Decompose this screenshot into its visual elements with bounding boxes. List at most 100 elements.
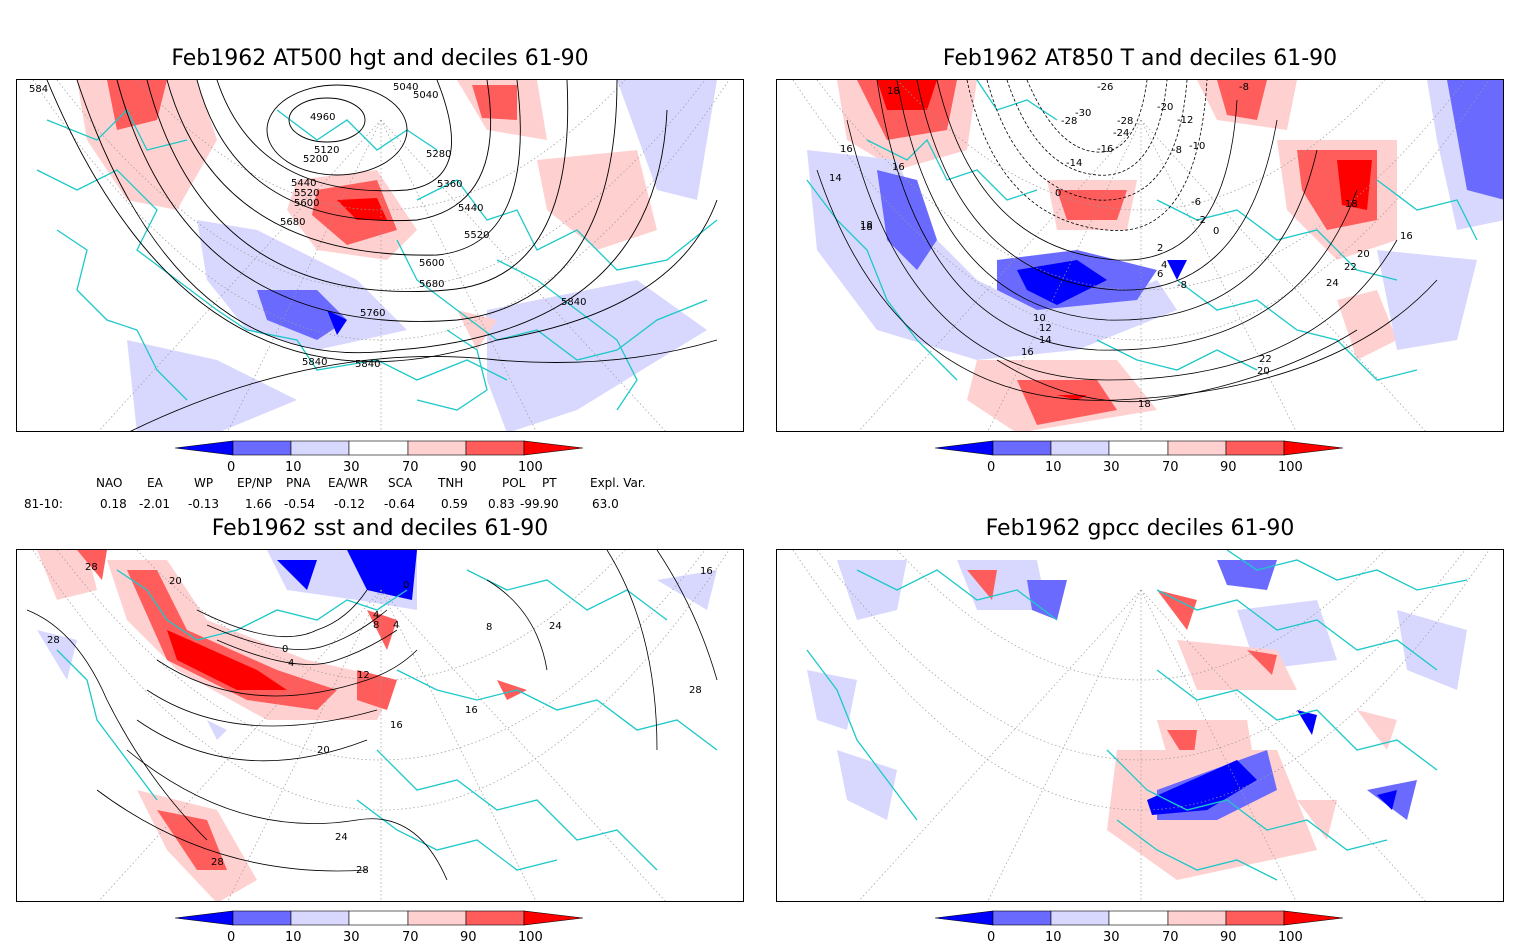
contour-label: 24: [335, 832, 348, 843]
index-header-sca: SCA: [388, 476, 413, 490]
contour-label: 584: [29, 84, 48, 95]
colorbar-tick-label: 70: [402, 460, 419, 475]
panel2-contours: [816, 80, 1438, 403]
panel4-title: Feb1962 gpcc deciles 61-90: [985, 516, 1295, 541]
contour-label: 16: [1400, 231, 1413, 242]
index-table: NAO EA WP EP/NP PNA EA/WR SCA TNH POL PT…: [0, 476, 700, 516]
colorbar-1: 0 10 30 70 90 100: [174, 440, 585, 476]
index-header-pt: PT: [542, 476, 557, 490]
colorbar-2-labels: 0 10 30 70 90 100: [935, 460, 1345, 476]
contour-label: -8: [1172, 145, 1182, 156]
contour-label: -2: [1196, 215, 1206, 226]
colorbar-tick-label: 90: [1220, 930, 1237, 945]
contour-label: 18: [1138, 399, 1151, 410]
index-row-label: 81-10:: [24, 497, 63, 511]
contour-label: 4: [393, 620, 399, 631]
colorbar-tick-label: 90: [460, 460, 477, 475]
contour-label: 14: [829, 173, 842, 184]
contour-label: -28: [1117, 116, 1133, 127]
index-value-pna: -0.54: [284, 497, 316, 511]
contour-label: -26: [1097, 82, 1113, 93]
panel3-grid: [32, 550, 730, 901]
colorbar-swatch: [232, 440, 292, 456]
contour-label: 16: [700, 566, 713, 577]
contour-label: 24: [1326, 278, 1339, 289]
colorbar-tick-label: 10: [1045, 930, 1062, 945]
colorbar-tick-label: 100: [518, 930, 543, 945]
contour-label: 0: [1055, 188, 1061, 199]
contour-label: 5280: [426, 149, 451, 160]
panel3-coastlines: [56, 569, 718, 871]
colorbar-triangle-low: [934, 910, 994, 926]
contour-label: -12: [1177, 115, 1193, 126]
panel2-map: 18 16 16 14 18 -26 -30 -28 -28 -20 -24 -16 -14 -12 -10…: [776, 79, 1504, 432]
contour-label: 28: [47, 635, 60, 646]
colorbar-2: 0 10 30 70 90 100: [934, 440, 1345, 476]
index-value-eawr: -0.12: [334, 497, 366, 511]
contour-label: 4960: [310, 112, 335, 123]
colorbar-2-swatches: [934, 440, 1344, 456]
colorbar-swatch: [1167, 910, 1227, 926]
contour-label: 5440: [458, 203, 483, 214]
contour-label: 20: [169, 576, 182, 587]
colorbar-swatch: [407, 910, 467, 926]
contour-label: 28: [356, 865, 369, 876]
colorbar-triangle-low: [934, 440, 994, 456]
colorbar-tick-label: 100: [1278, 930, 1303, 945]
panel2-shading: [807, 80, 1503, 431]
panel4-grid: [792, 550, 1490, 901]
colorbar-swatch: [407, 440, 467, 456]
index-header-explvar: Expl. Var.: [590, 476, 646, 490]
index-header-nao: NAO: [96, 476, 123, 490]
contour-label: 5200: [303, 154, 328, 165]
contour-label: 4: [1161, 260, 1167, 271]
contour-label: 22: [1344, 262, 1357, 273]
colorbar-swatch: [348, 440, 409, 456]
colorbar-swatch: [465, 440, 525, 456]
contour-label: 28: [211, 857, 224, 868]
colorbar-tick-label: 70: [1162, 460, 1179, 475]
contour-label: 20: [1257, 366, 1270, 377]
contour-label: 0: [282, 644, 288, 655]
contour-label: 0: [1213, 226, 1219, 237]
index-header-epnp: EP/NP: [237, 476, 273, 490]
colorbar-swatch: [1108, 440, 1169, 456]
panel1-coastlines: [36, 108, 718, 411]
panel1-contours: [46, 80, 718, 431]
colorbar-swatch: [1225, 440, 1285, 456]
contour-label: 16: [1021, 347, 1034, 358]
contour-label: 18: [887, 86, 900, 97]
contour-label: -28: [1061, 116, 1077, 127]
colorbar-1-labels: 0 10 30 70 90 100: [175, 460, 585, 476]
colorbar-triangle-high: [1283, 910, 1344, 926]
panel2-coastlines: [806, 80, 1478, 381]
contour-label: 5520: [294, 188, 319, 199]
index-header-ea: EA: [147, 476, 163, 490]
colorbar-tick-label: 30: [343, 930, 360, 945]
contour-label: -20: [1157, 102, 1173, 113]
contour-label: 5680: [280, 217, 305, 228]
index-value-pol: 0.83: [488, 497, 515, 511]
panel4-shading: [807, 560, 1467, 880]
contour-label: 5040: [393, 82, 418, 93]
contour-label: 28: [689, 685, 702, 696]
contour-label: 5600: [294, 198, 319, 209]
colorbar-tick-label: 100: [518, 460, 543, 475]
index-header-tnh: TNH: [438, 476, 464, 490]
panel1-shading: [77, 80, 717, 431]
contour-label: 16: [465, 705, 478, 716]
contour-label: 4: [373, 610, 379, 621]
contour-label: 24: [549, 621, 562, 632]
index-header-pol: POL: [502, 476, 526, 490]
contour-label: 5600: [419, 258, 444, 269]
colorbar-swatch: [1050, 910, 1110, 926]
colorbar-tick-label: 10: [1045, 460, 1062, 475]
panel2-grid: [792, 80, 1490, 431]
contour-label: 5520: [464, 230, 489, 241]
contour-label: -8: [1239, 82, 1249, 93]
colorbar-4: 0 10 30 70 90 100: [934, 910, 1345, 945]
index-value-tnh: 0.59: [441, 497, 468, 511]
colorbar-swatch: [348, 910, 409, 926]
